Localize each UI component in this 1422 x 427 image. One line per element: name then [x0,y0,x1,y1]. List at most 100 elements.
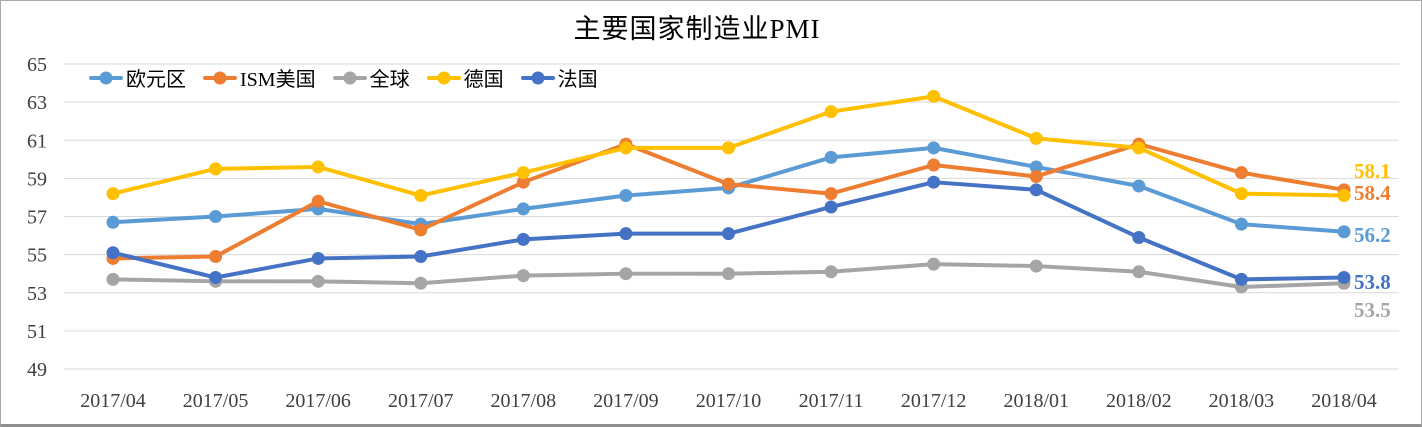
y-tick-label: 55 [27,245,47,267]
series-marker [619,227,633,241]
series-marker [1132,230,1146,244]
series-marker [414,189,428,203]
series-marker [209,250,223,264]
legend-line-marker-icon [89,71,123,85]
series-marker [311,160,325,174]
legend-item-label: 全球 [369,69,410,91]
series-marker [722,141,735,155]
series-marker [209,271,223,284]
series-marker [106,215,120,229]
series-end-label: 58.1 [1354,159,1391,183]
series-marker [1029,169,1043,183]
y-tick-label: 51 [27,321,47,343]
x-tick-label: 2017/11 [799,390,864,412]
legend-line-marker-icon [520,71,555,85]
series-marker [106,246,120,260]
series-marker [414,250,428,264]
series-marker [516,175,530,189]
legend-item-label: 欧元区 [126,69,186,91]
series-marker [824,150,838,164]
series-marker [311,251,325,265]
legend-item-label: 法国 [557,69,598,91]
series-marker [619,141,633,155]
series-marker [106,187,120,201]
series-marker [1132,179,1146,193]
series-marker [927,257,941,271]
legend-item: 全球 [332,63,410,92]
x-tick-label: 2017/08 [491,390,557,412]
series-marker [722,177,735,191]
series-marker [1029,259,1043,273]
chart-legend: 欧元区 ISM美国 全球 德国 法国 [89,63,598,92]
series-marker [927,158,941,172]
series-marker [414,276,428,290]
series-marker [311,194,325,208]
series-marker [1029,183,1043,197]
series-marker [1337,225,1351,239]
series-marker [311,274,325,288]
series-marker [1234,166,1248,180]
y-tick-label: 53 [27,283,47,305]
series-marker [1132,265,1146,279]
series-marker [824,200,838,214]
legend-line-marker-icon [332,71,367,85]
chart-title: 主要国家制造业PMI [573,14,821,44]
x-tick-label: 2018/03 [1209,390,1275,412]
series-line [111,142,1346,261]
series-marker [722,267,735,281]
series-marker [1029,131,1043,145]
x-tick-label: 2017/04 [80,390,146,412]
series-marker [927,89,941,103]
series-marker [516,202,530,216]
series-marker [824,265,838,279]
series-marker [619,267,633,281]
series-marker [1132,141,1146,155]
y-tick-label: 65 [27,54,47,76]
legend-line-marker-icon [426,71,461,85]
legend-item-label: ISM美国 [240,69,316,91]
legend-item: 德国 [426,63,504,92]
x-tick-label: 2017/07 [388,390,454,412]
series-marker [209,210,223,223]
series-marker [824,105,838,119]
series-marker [1234,272,1248,286]
series-marker [927,175,941,189]
series-marker [1234,187,1248,201]
series-marker [1234,217,1248,231]
x-tick-label: 2017/12 [901,390,967,412]
legend-item: 法国 [520,63,598,92]
series-marker [722,227,735,241]
series-marker [824,187,838,201]
series-marker [516,166,530,180]
x-tick-label: 2017/06 [285,390,351,412]
series-marker [209,162,223,176]
y-tick-label: 57 [27,207,47,229]
series-end-label: 53.5 [1354,298,1391,322]
y-tick-label: 49 [27,359,47,381]
series-marker [1337,271,1351,284]
x-tick-label: 2017/10 [696,390,762,412]
x-tick-label: 2018/02 [1106,390,1172,412]
x-tick-label: 2017/09 [593,390,659,412]
y-tick-label: 63 [27,92,47,114]
series-marker [516,232,530,246]
x-tick-label: 2018/04 [1311,390,1377,412]
series-marker [516,269,530,283]
legend-line-marker-icon [203,71,237,85]
legend-item: ISM美国 [203,63,316,92]
legend-item-label: 德国 [463,69,504,91]
legend-item: 欧元区 [89,63,186,92]
series-marker [106,272,120,286]
series-end-label: 56.2 [1354,223,1391,247]
y-tick-label: 61 [27,130,47,152]
x-tick-label: 2018/01 [1003,390,1069,412]
series-marker [927,141,941,155]
series-marker [1337,189,1351,203]
series-marker [414,223,428,237]
x-tick-label: 2017/05 [183,390,249,412]
series-end-label: 53.8 [1354,270,1391,294]
series-marker [1029,160,1043,174]
series-marker [619,189,633,203]
